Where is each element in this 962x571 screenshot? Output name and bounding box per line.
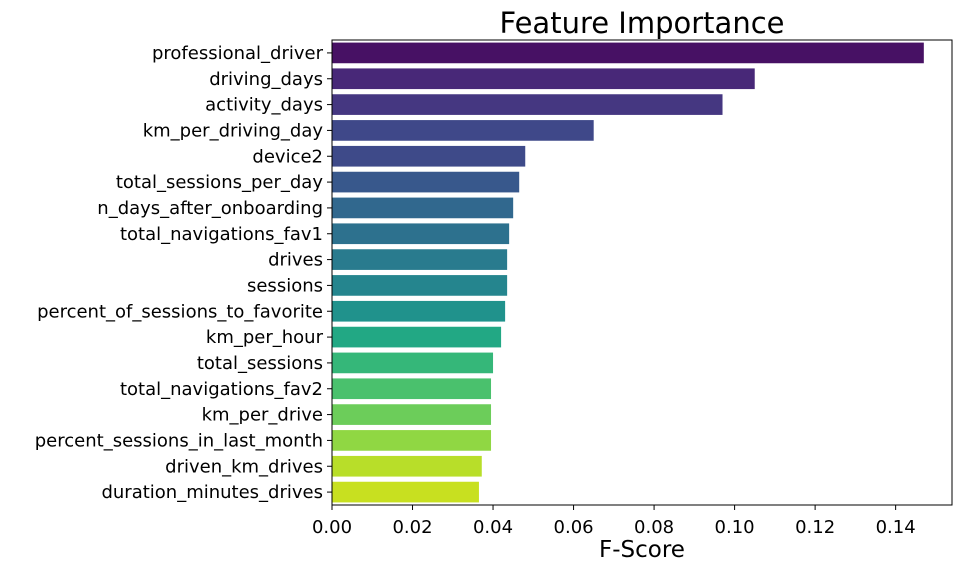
y-tick-label: percent_sessions_in_last_month <box>35 430 323 451</box>
y-tick-label: duration_minutes_drives <box>101 482 323 503</box>
y-tick-label: km_per_hour <box>206 327 324 348</box>
y-tick-labels: professional_driver driving_days activity_… <box>35 43 332 503</box>
x-tick-label: 0.02 <box>392 517 432 538</box>
y-tick-label: activity_days <box>205 95 323 116</box>
y-tick-label: drives <box>268 250 323 271</box>
x-tick-label: 0.14 <box>876 517 916 538</box>
bar-duration_minutes_drives <box>332 482 479 503</box>
bar-n_days_after_onboarding <box>332 198 513 219</box>
y-tick-label: total_sessions_per_day <box>116 172 324 193</box>
y-tick-label: sessions <box>247 275 323 296</box>
y-tick-label: km_per_driving_day <box>143 120 324 141</box>
bar-percent_sessions_in_last_month <box>332 430 491 451</box>
bar-km_per_driving_day <box>332 120 594 141</box>
x-axis-title: F-Score <box>599 537 685 563</box>
y-tick-label: total_navigations_fav1 <box>120 224 323 245</box>
y-tick-label: total_sessions <box>197 353 323 374</box>
bar-driven_km_drives <box>332 456 482 477</box>
y-tick-label: driving_days <box>209 69 323 90</box>
x-tick-label: 0.04 <box>473 517 513 538</box>
y-tick-label: percent_of_sessions_to_favorite <box>37 301 323 322</box>
x-tick-label: 0.12 <box>795 517 835 538</box>
bar-sessions <box>332 275 507 296</box>
y-tick-label: professional_driver <box>152 43 324 64</box>
chart-title: Feature Importance <box>500 6 785 40</box>
bar-km_per_hour <box>332 327 501 348</box>
x-tick-label: 0.00 <box>312 517 352 538</box>
bars-group <box>332 43 924 503</box>
bar-device2 <box>332 146 525 167</box>
bar-drives <box>332 249 507 270</box>
bar-percent_of_sessions_to_favorite <box>332 301 505 322</box>
y-tick-label: driven_km_drives <box>165 456 323 477</box>
bar-total_sessions <box>332 353 493 374</box>
bar-total_sessions_per_day <box>332 172 519 193</box>
y-tick-label: device2 <box>252 146 323 167</box>
bar-km_per_drive <box>332 404 491 425</box>
x-ticks: 0.00 0.02 0.04 0.06 0.08 0.10 0.12 0.14 <box>312 505 916 538</box>
bar-professional_driver <box>332 43 924 64</box>
y-tick-label: total_navigations_fav2 <box>120 379 323 400</box>
bar-driving_days <box>332 68 755 89</box>
x-tick-label: 0.06 <box>554 517 594 538</box>
bar-total_navigations_fav2 <box>332 378 491 399</box>
x-tick-label: 0.10 <box>715 517 755 538</box>
y-tick-label: km_per_drive <box>202 405 323 426</box>
y-tick-label: n_days_after_onboarding <box>97 198 323 219</box>
bar-activity_days <box>332 94 723 115</box>
bar-total_navigations_fav1 <box>332 223 509 244</box>
x-tick-label: 0.08 <box>634 517 674 538</box>
